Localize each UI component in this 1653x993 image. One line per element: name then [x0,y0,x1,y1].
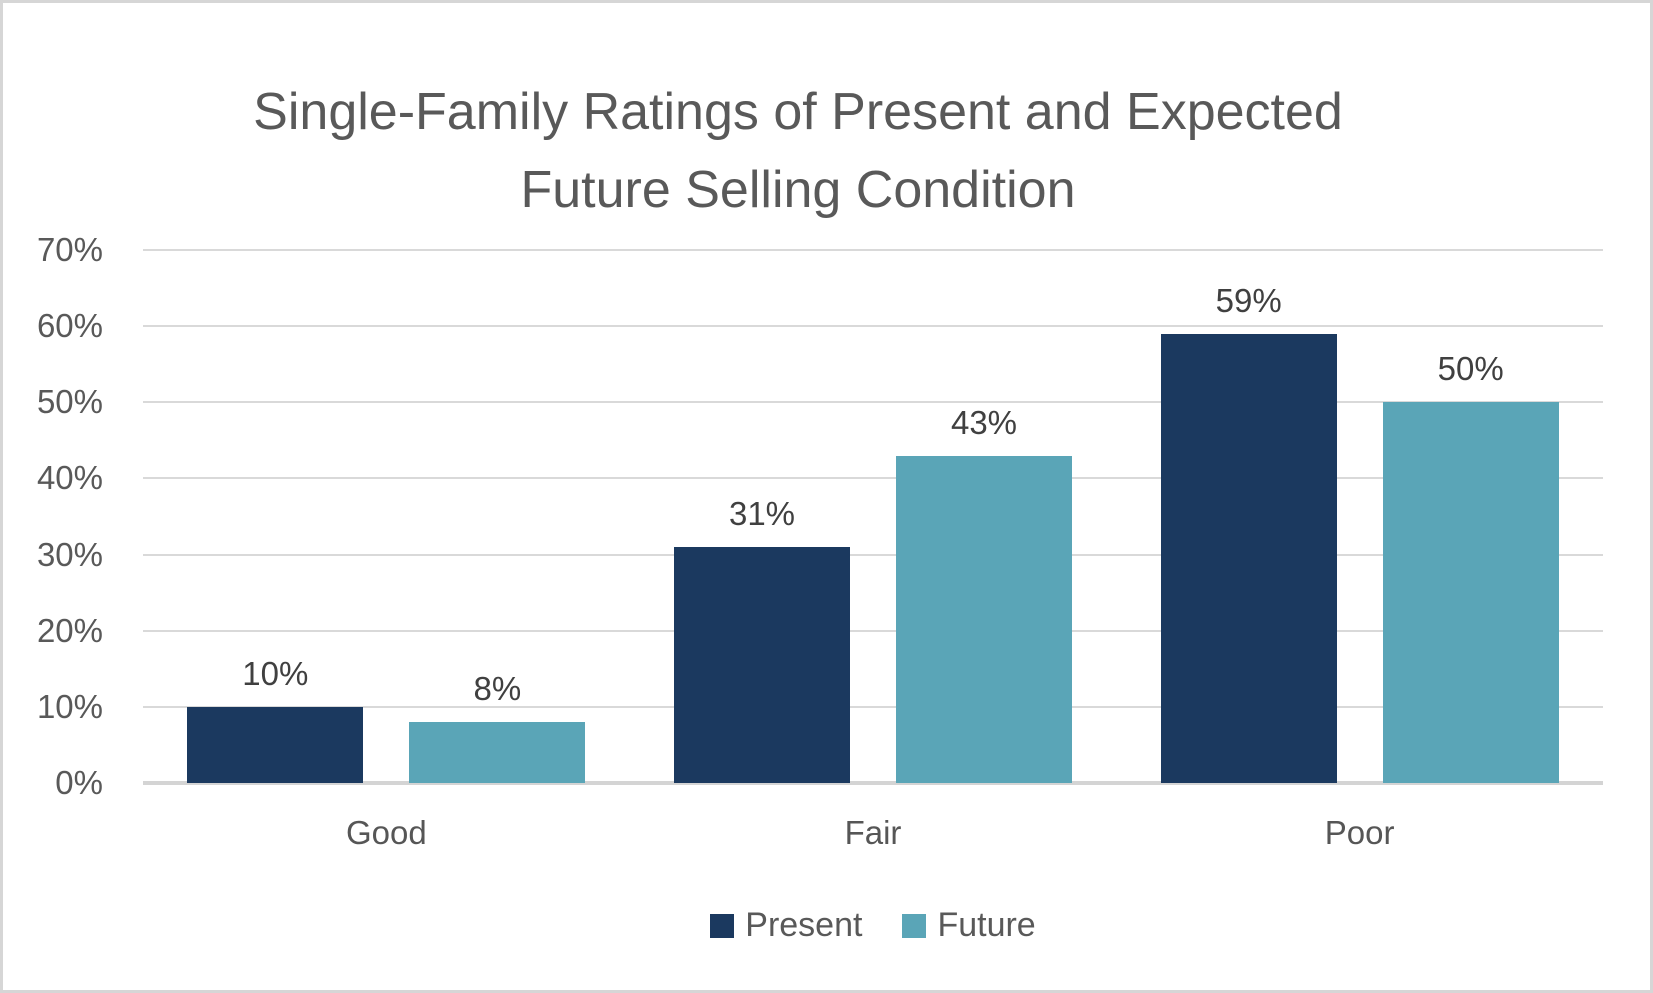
gridline-20 [143,629,1603,632]
x-category-label-fair: Fair [844,814,902,851]
bar-future-good [409,722,586,783]
legend-swatch-present [710,913,735,938]
y-tick-label-0: 0% [55,764,103,801]
chart-title-line-2: Future Selling Condition [520,160,1076,219]
bar-present-good [187,706,364,783]
gridline-30 [143,553,1603,556]
legend-item-present: Present [710,906,862,945]
y-tick-label-70: 70% [36,231,103,268]
gridline-70 [143,249,1603,251]
plot-area: 0% 10% 20% 30% 40% 50% 60% 70% 10% 8% Good 31% 43% Fa… [37,231,1603,851]
gridline-60 [143,325,1603,328]
y-tick-label-40: 40% [36,459,103,497]
data-label-future-good: 8% [473,670,522,708]
y-tick-label-30: 30% [36,535,103,573]
gridline-40 [143,477,1603,480]
legend-label-present: Present [745,906,863,944]
y-tick-label-10: 10% [36,687,103,725]
bar-future-fair [896,455,1072,783]
data-label-present-fair: 31% [728,494,796,532]
chart-title: Single-Family Ratings of Present and Exp… [3,73,1593,229]
legend-swatch-future [902,913,927,938]
gridline-50 [143,401,1603,404]
data-label-future-poor: 50% [1437,350,1504,388]
x-category-label-poor: Poor [1324,814,1395,851]
y-tick-label-50: 50% [36,383,103,421]
data-label-present-good: 10% [242,654,309,692]
y-tick-label-60: 60% [36,307,103,345]
bar-present-fair [674,546,850,783]
bar-future-poor [1382,402,1559,783]
legend: Present Future [143,906,1603,945]
data-label-future-fair: 43% [950,403,1018,441]
legend-item-future: Future [902,906,1036,945]
x-category-label-good: Good [345,814,427,851]
x-axis-line [143,781,1603,785]
data-label-present-poor: 59% [1215,281,1282,319]
bar-present-poor [1160,333,1337,783]
legend-label-future: Future [937,906,1036,944]
chart-title-line-1: Single-Family Ratings of Present and Exp… [253,82,1343,141]
gridline-10 [143,705,1603,708]
y-tick-label-20: 20% [36,611,103,649]
